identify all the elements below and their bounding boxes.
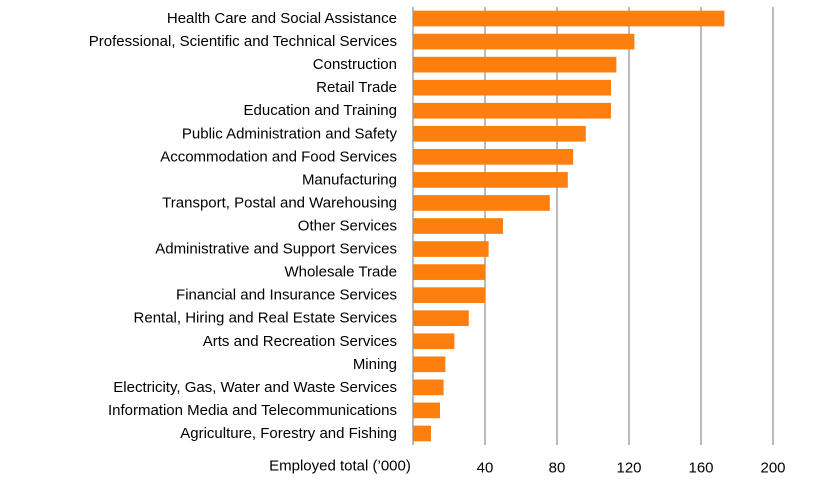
bar <box>413 149 574 165</box>
x-tick-label: 40 <box>477 460 494 477</box>
bar <box>413 195 550 211</box>
x-axis-title: Employed total (’000) <box>269 458 411 475</box>
bar <box>413 310 469 327</box>
bar <box>413 241 489 257</box>
bar <box>413 218 503 234</box>
x-tick-label: 200 <box>760 460 785 477</box>
bar <box>413 402 440 419</box>
bar <box>413 356 446 373</box>
category-label: Transport, Postal and Warehousing <box>162 194 397 211</box>
category-label: Accommodation and Food Services <box>160 148 397 165</box>
bar <box>413 287 485 303</box>
bar <box>413 33 635 50</box>
bar <box>413 102 611 119</box>
category-label: Education and Training <box>244 102 397 119</box>
category-label: Rental, Hiring and Real Estate Services <box>134 310 397 327</box>
bar <box>413 56 617 73</box>
bar <box>413 79 611 96</box>
category-label: Information Media and Telecommunications <box>108 402 397 419</box>
category-label: Agriculture, Forestry and Fishing <box>180 425 397 442</box>
x-tick-label: 160 <box>688 460 713 477</box>
bar <box>413 425 431 442</box>
category-label: Financial and Insurance Services <box>176 287 397 304</box>
category-label: Arts and Recreation Services <box>203 333 397 350</box>
category-label: Professional, Scientific and Technical S… <box>89 33 397 50</box>
category-label: Public Administration and Safety <box>182 125 398 142</box>
x-tick-label: 80 <box>549 460 566 477</box>
category-label: Wholesale Trade <box>284 264 397 281</box>
bar <box>413 379 444 396</box>
category-label: Mining <box>353 356 397 373</box>
category-labels: Health Care and Social Assistance Profess… <box>89 10 398 442</box>
category-label: Administrative and Support Services <box>155 241 397 258</box>
x-tick-label: 120 <box>616 460 641 477</box>
category-label: Other Services <box>298 218 397 235</box>
bar <box>413 333 455 350</box>
category-label: Electricity, Gas, Water and Waste Servic… <box>113 379 397 396</box>
bar <box>413 125 586 142</box>
category-label: Manufacturing <box>302 171 397 188</box>
category-label: Construction <box>313 56 397 73</box>
bar <box>413 264 485 280</box>
category-label: Retail Trade <box>316 79 397 96</box>
bar <box>413 10 725 27</box>
bar <box>413 172 568 188</box>
x-axis-ticks: 40 80 120 160 200 <box>477 460 786 477</box>
bars <box>413 10 725 442</box>
category-label: Health Care and Social Assistance <box>167 10 397 27</box>
